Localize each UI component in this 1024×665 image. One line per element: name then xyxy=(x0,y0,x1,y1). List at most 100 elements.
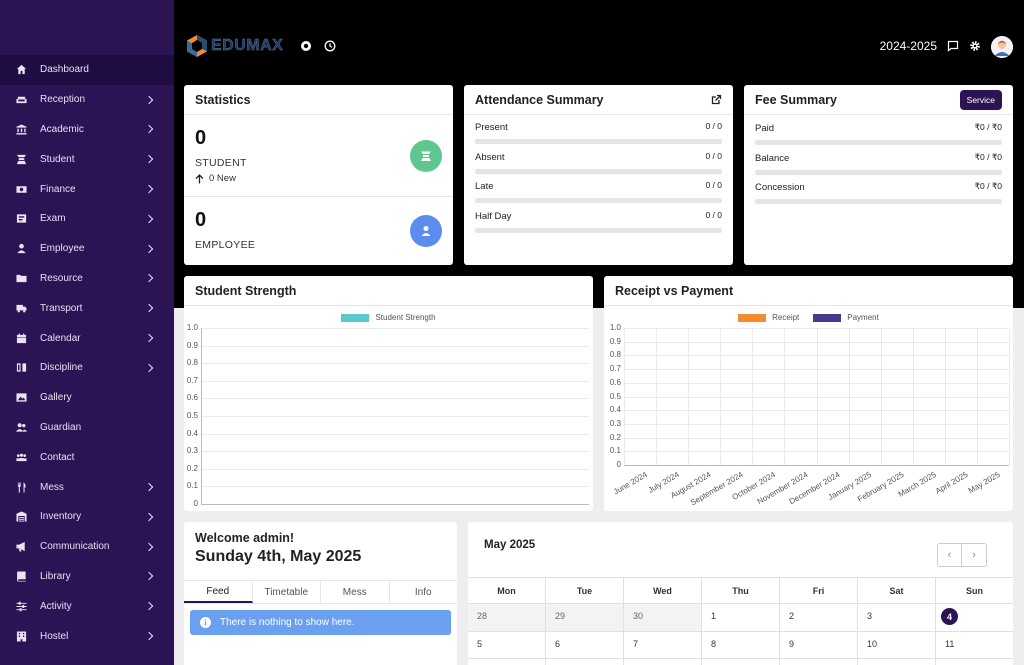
sidebar-item-exam[interactable]: Exam xyxy=(0,204,174,234)
calendar-day-cell[interactable]: 16 xyxy=(780,659,858,665)
session-year[interactable]: 2024-2025 xyxy=(879,39,937,53)
record-icon[interactable] xyxy=(300,40,312,52)
x-gridline xyxy=(624,328,625,465)
chevron-right-icon xyxy=(144,125,154,134)
weekday-label: Sun xyxy=(966,585,983,596)
fee-row-balance: Balance ₹0 / ₹0 xyxy=(755,152,1002,175)
calendar-day-cell[interactable]: 29 xyxy=(546,604,624,631)
employee-icon xyxy=(15,242,28,255)
chevron-right-icon xyxy=(144,363,154,373)
sidebar-item-label: Resource xyxy=(40,272,83,284)
y-gridline xyxy=(201,363,589,365)
calendar-day-cell[interactable]: 6 xyxy=(546,631,624,658)
calendar-prev-button[interactable]: ‹ xyxy=(938,544,962,566)
y-tick-label: 0.8 xyxy=(186,358,198,368)
x-gridline xyxy=(656,328,658,465)
message-icon[interactable] xyxy=(947,40,959,52)
fee-label: Paid xyxy=(755,123,775,134)
attendance-value: 0 / 0 xyxy=(705,180,722,191)
calendar-day-cell[interactable]: 18 xyxy=(936,659,1013,665)
sidebar-item-label: Employee xyxy=(40,243,85,255)
calendar-day-cell[interactable]: 9 xyxy=(780,631,858,658)
sidebar-item-dashboard[interactable]: Dashboard xyxy=(0,55,174,85)
calendar-day-cell[interactable]: 12 xyxy=(468,659,546,665)
sidebar-item-library[interactable]: Library xyxy=(0,562,174,592)
calendar-day-cell[interactable]: 7 xyxy=(624,631,702,658)
calendar-day-cell[interactable]: 2 xyxy=(780,604,858,631)
sidebar-item-mess[interactable]: Mess xyxy=(0,472,174,502)
calendar-day-cell[interactable]: 15 xyxy=(702,659,780,665)
y-axis-line xyxy=(201,328,202,504)
user-avatar[interactable] xyxy=(991,36,1013,58)
x-gridline xyxy=(720,328,722,465)
chevron-right-icon xyxy=(144,155,154,164)
chart-legend: Receipt Payment xyxy=(604,313,1013,322)
student-count: 0 xyxy=(195,127,207,149)
feed-empty-alert: There is nothing to show here. xyxy=(190,610,451,635)
attendance-row-present: Present 0 / 0 xyxy=(475,121,722,144)
sidebar-item-student[interactable]: Student xyxy=(0,144,174,174)
tab-mess[interactable]: Mess xyxy=(321,581,390,603)
calendar-day-cell[interactable]: 30 xyxy=(624,604,702,631)
legend-item-receipt[interactable]: Receipt xyxy=(738,313,799,322)
attendance-row-absent: Absent 0 / 0 xyxy=(475,151,722,174)
attendance-progress-bar xyxy=(475,228,722,234)
sidebar-item-gallery[interactable]: Gallery xyxy=(0,383,174,413)
service-button[interactable]: Service xyxy=(959,89,1002,110)
y-tick-label: 0.2 xyxy=(186,463,198,473)
employee-icon xyxy=(421,226,431,236)
calendar-day-cell[interactable]: 17 xyxy=(858,659,936,665)
welcome-greeting: Welcome admin! xyxy=(195,531,295,545)
users-icon xyxy=(15,421,28,434)
calendar-week-row: 12131415161718 xyxy=(468,659,1013,665)
brand-logo[interactable]: EDUMAX xyxy=(186,34,283,58)
y-tick-label: 1.0 xyxy=(609,323,621,332)
calendar-day-cell[interactable]: 28 xyxy=(468,604,546,631)
calendar-day-cell[interactable]: 13 xyxy=(546,659,624,665)
fee-progress-bar xyxy=(755,199,1002,205)
clock-icon[interactable] xyxy=(324,40,336,52)
tab-info[interactable]: Info xyxy=(414,586,432,598)
external-link-icon[interactable] xyxy=(711,94,722,105)
tab-feed[interactable]: Feed xyxy=(184,581,253,603)
tab-timetable[interactable]: Timetable xyxy=(253,581,321,603)
legend-item-payment[interactable]: Payment xyxy=(813,313,879,322)
sidebar-item-reception[interactable]: Reception xyxy=(0,85,174,115)
x-tick-label: May 2025 xyxy=(966,470,1002,496)
y-tick-label: 0.6 xyxy=(609,377,621,387)
calendar-day-cell[interactable]: 10 xyxy=(858,631,936,658)
sidebar-item-academic[interactable]: Academic xyxy=(0,115,174,145)
sidebar-item-discipline[interactable]: Discipline xyxy=(0,353,174,383)
y-tick-label: 0.3 xyxy=(609,418,621,428)
attendance-label: Half Day xyxy=(475,211,512,223)
legend-swatch xyxy=(813,313,842,322)
sidebar-item-employee[interactable]: Employee xyxy=(0,234,174,264)
calendar-next-button[interactable]: › xyxy=(972,549,976,561)
sidebar-item-activity[interactable]: Activity xyxy=(0,591,174,621)
legend-item-student-strength[interactable]: Student Strength xyxy=(341,313,436,322)
sidebar-item-transport[interactable]: Transport xyxy=(0,293,174,323)
calendar-day-cell[interactable]: 1 xyxy=(702,604,780,631)
calendar-day-cell[interactable]: 8 xyxy=(702,631,780,658)
gear-icon[interactable] xyxy=(969,40,981,52)
sidebar-item-inventory[interactable]: Inventory xyxy=(0,502,174,532)
sidebar-item-contact[interactable]: Contact xyxy=(0,442,174,472)
sidebar-item-hostel[interactable]: Hostel xyxy=(0,621,174,651)
sidebar-item-communication[interactable]: Communication xyxy=(0,532,174,562)
sidebar-item-label: Finance xyxy=(40,183,76,195)
legend-swatch xyxy=(341,313,370,322)
sidebar-item-calendar[interactable]: Calendar xyxy=(0,323,174,353)
calendar-day-cell[interactable]: 11 xyxy=(936,632,1013,659)
calendar-day-number: 6 xyxy=(555,638,561,649)
calendar-day-cell[interactable]: 4 xyxy=(936,604,1013,631)
y-gridline xyxy=(201,433,589,435)
sidebar-item-guardian[interactable]: Guardian xyxy=(0,413,174,443)
calendar-day-cell[interactable]: 3 xyxy=(858,604,936,631)
calendar-month: May 2025 xyxy=(484,539,536,551)
calendar-day-cell[interactable]: 5 xyxy=(468,631,546,658)
weekday-label: Thu xyxy=(702,578,780,603)
sidebar-item-resource[interactable]: Resource xyxy=(0,264,174,294)
calendar-day-cell[interactable]: 14 xyxy=(624,659,702,665)
sidebar-item-finance[interactable]: Finance xyxy=(0,174,174,204)
sliders-icon xyxy=(15,600,28,613)
